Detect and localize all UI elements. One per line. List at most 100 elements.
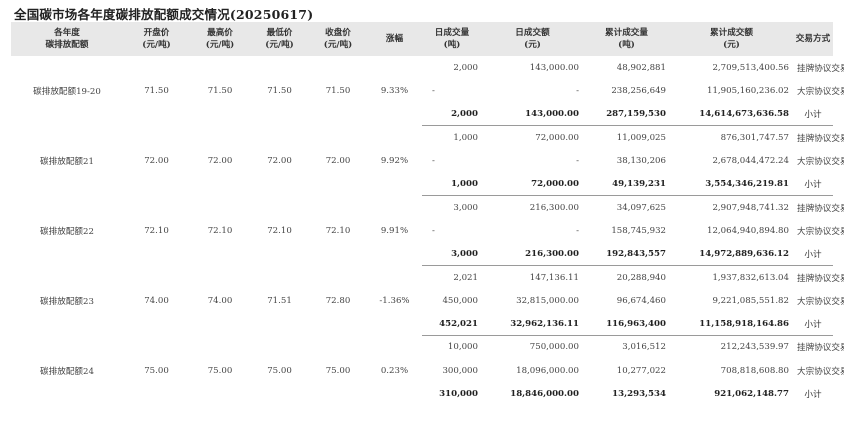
open-price: 75.00 (144, 365, 169, 376)
change-pct: -1.36% (379, 295, 410, 306)
cum-volume: 192,843,557 (583, 242, 670, 267)
table-row: 碳排放配额21 72.00 72.00 72.00 72.00 9.92% 1,000 72,… (11, 126, 844, 167)
high-price: 75.00 (207, 365, 233, 376)
header-cum-volume: 累计成交量 (吨) (583, 22, 670, 56)
trade-method: 挂牌协议交易 (797, 133, 844, 144)
trade-method: 大宗协议交易 (797, 86, 844, 97)
low-price: 71.51 (267, 295, 292, 306)
cum-amount: 708,818,608.80 (720, 365, 789, 376)
cum-amount: 212,243,539.97 (720, 342, 789, 353)
header-text: 最高价 (元/吨) (205, 28, 235, 50)
close-price: 72.00 (325, 155, 351, 166)
day-amount: 72,000.00 (482, 172, 583, 197)
trade-method: 大宗协议交易 (797, 226, 844, 237)
high-price: 74.00 (207, 295, 233, 306)
day-volume: 3,000 (453, 202, 478, 213)
product-group: 碳排放配额19-20 71.50 71.50 71.50 71.50 9.33% 2,000… (11, 56, 844, 127)
cum-volume: 13,293,534 (612, 388, 666, 399)
cum-amount: 11,905,160,236.02 (706, 85, 789, 96)
open-price: 74.00 (144, 295, 169, 306)
open-price: 72.10 (144, 225, 169, 236)
cum-amount: 2,907,948,741.32 (712, 202, 789, 213)
cum-amount: 2,678,044,472.24 (712, 155, 789, 166)
open-price: 72.00 (144, 155, 169, 166)
day-volume: 310,000 (439, 388, 478, 399)
day-volume: 300,000 (442, 365, 478, 376)
day-volume: 10,000 (447, 342, 478, 353)
cum-amount: 921,062,148.77 (714, 388, 789, 399)
trade-method: 挂牌协议交易 (797, 343, 844, 354)
product-group: 碳排放配额21 72.00 72.00 72.00 72.00 9.92% 1,000 72,… (11, 126, 844, 197)
close-price: 72.10 (325, 225, 351, 236)
day-amount: 72,000.00 (535, 132, 579, 143)
change-pct: 9.92% (380, 155, 409, 166)
table-row: 碳排放配额19-20 71.50 71.50 71.50 71.50 9.33% 2,000… (11, 56, 844, 97)
subtotal-row: 2,000 143,000.00 287,159,530 14,614,673,636… (11, 102, 833, 127)
day-amount: 147,136.11 (529, 272, 579, 283)
header-text: 开盘价 (元/吨) (142, 28, 171, 50)
cum-amount: 14,972,889,636.12 (670, 242, 793, 267)
header-day-amount: 日成交额 (元) (482, 22, 583, 56)
day-amount: - (576, 155, 579, 166)
day-volume: 452,021 (422, 312, 482, 337)
cum-volume: 158,745,932 (611, 225, 666, 236)
cum-amount: 14,614,673,636.58 (670, 102, 793, 127)
trade-method: 小计 (793, 242, 833, 267)
day-amount: 216,300.00 (529, 202, 579, 213)
page-title: 全国碳市场各年度碳排放配额成交情况(20250617) (14, 7, 314, 22)
header-change: 涨幅 (367, 22, 422, 56)
trade-method: 大宗协议交易 (797, 296, 844, 307)
high-price: 72.10 (207, 225, 233, 236)
cum-volume: 48,902,881 (616, 62, 666, 73)
cum-volume: 10,277,022 (616, 365, 666, 376)
cum-volume: 238,256,649 (611, 85, 666, 96)
day-volume: 450,000 (442, 295, 478, 306)
day-volume: 2,000 (422, 102, 482, 127)
product-group: 碳排放配额23 74.00 74.00 71.51 72.80 -1.36% 2,021 14… (11, 266, 844, 337)
table-row: 450,000 32,815,000.00 96,674,460 9,221,085,… (11, 289, 844, 312)
header-text: 收盘价 (元/吨) (323, 28, 353, 50)
table-row: 碳排放配额23 74.00 74.00 71.51 72.80 -1.36% 2,021 14… (11, 266, 844, 307)
cum-amount: 1,937,832,613.04 (712, 272, 789, 283)
cum-amount: 9,221,085,551.82 (712, 295, 789, 306)
low-price: 72.10 (267, 225, 292, 236)
subtotal-row: 310,000 18,846,000.00 13,293,534 921,062,14… (11, 382, 833, 405)
high-price: 71.50 (207, 85, 233, 96)
close-price: 75.00 (325, 365, 351, 376)
cum-amount: 11,158,918,164.86 (670, 312, 793, 337)
trade-method: 挂牌协议交易 (797, 273, 844, 284)
open-price: 71.50 (144, 85, 169, 96)
day-amount: 32,962,136.11 (482, 312, 583, 337)
subtotal-row: 452,021 32,962,136.11 116,963,400 11,158,91… (11, 312, 833, 337)
day-volume: 2,021 (453, 272, 478, 283)
product-name: 碳排放配额24 (40, 366, 94, 377)
cum-volume: 3,016,512 (622, 342, 666, 353)
trade-method: 大宗协议交易 (797, 366, 844, 377)
trade-method: 小计 (793, 172, 833, 197)
day-volume: 3,000 (422, 242, 482, 267)
cum-volume: 20,288,940 (616, 272, 666, 283)
table-row: 300,000 18,096,000.00 10,277,022 708,818,60… (11, 359, 844, 382)
product-group: 碳排放配额22 72.10 72.10 72.10 72.10 9.91% 3,000 216… (11, 196, 844, 267)
day-volume: - (432, 155, 435, 166)
header-close: 收盘价 (元/吨) (309, 22, 367, 56)
header-method: 交易方式 (793, 22, 833, 56)
high-price: 72.00 (207, 155, 233, 166)
header-text: 日成交额 (元) (515, 28, 550, 50)
day-amount: - (576, 85, 579, 96)
header-text: 最低价 (元/吨) (265, 28, 294, 50)
header-text: 日成交量 (吨) (434, 28, 470, 50)
close-price: 72.80 (325, 295, 351, 306)
table-row: - - 158,745,932 12,064,940,894.80 大宗协议交易 (11, 219, 844, 242)
trade-method: 小计 (793, 312, 833, 337)
day-amount: 143,000.00 (529, 62, 579, 73)
header-text: 累计成交额 (元) (710, 28, 753, 50)
cum-volume: 287,159,530 (583, 102, 670, 127)
change-pct: 9.33% (380, 85, 409, 96)
cum-amount: 3,554,346,219.81 (670, 172, 793, 197)
product-name: 碳排放配额21 (40, 156, 94, 167)
day-amount: 18,096,000.00 (516, 365, 579, 376)
header-low: 最低价 (元/吨) (250, 22, 309, 56)
day-amount: 32,815,000.00 (516, 295, 579, 306)
low-price: 75.00 (267, 365, 292, 376)
